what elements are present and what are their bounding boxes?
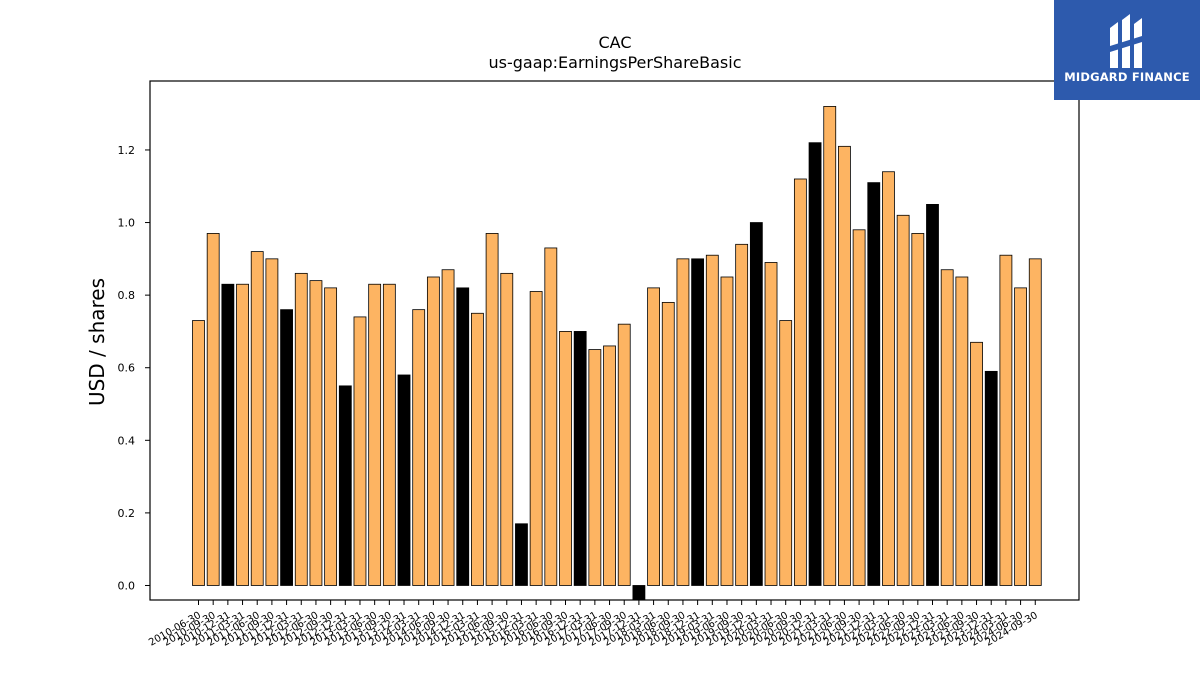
bar-2015-03-31: [471, 312, 484, 586]
bar-2023-06-30: [955, 276, 969, 586]
y-axis: 0.0 0.2 0.4 0.6 0.8 1.0 1.2: [118, 144, 150, 592]
bar-2015-06-30: [485, 233, 499, 586]
bar-2010-09-30: [206, 233, 220, 586]
plot-frame: [149, 80, 1080, 601]
y-tick-label: 1.2: [118, 144, 136, 157]
bar-2019-09-30: [735, 243, 749, 586]
bar-2020-12-31: [808, 142, 822, 586]
bar-2024-06-30: [1014, 287, 1027, 586]
bar-2022-06-30: [896, 214, 910, 586]
bar-2017-03-31: [588, 349, 602, 586]
bar-2012-03-31: [294, 272, 308, 586]
bar-2015-12-31: [515, 523, 528, 586]
bar-2017-09-30: [617, 323, 631, 586]
bar-2013-06-30: [368, 283, 382, 586]
bar-2015-09-30: [500, 272, 514, 586]
bar-2018-06-30: [661, 301, 675, 586]
midgard-logo-icon: [1110, 14, 1142, 68]
bar-2022-12-31: [926, 203, 939, 586]
bar-2018-09-30: [676, 258, 690, 586]
brand-logo: MIDGARD FINANCE: [1054, 0, 1200, 100]
bar-2014-12-31: [456, 287, 470, 586]
bar-2011-06-30: [250, 251, 264, 586]
x-axis: 2010-06-302010-09-302010-12-312011-03-31…: [147, 600, 1040, 649]
chart-title: CAC: [598, 33, 631, 52]
bar-2011-12-31: [280, 309, 293, 586]
bar-2016-12-31: [573, 331, 587, 586]
brand-name: MIDGARD FINANCE: [1064, 70, 1190, 84]
bar-2017-12-31: [632, 585, 646, 601]
bar-2012-12-31: [338, 385, 352, 586]
y-tick-label: 0.6: [118, 362, 136, 375]
bar-2013-09-30: [382, 283, 396, 586]
bar-2010-06-30: [192, 320, 205, 586]
bar-2021-06-30: [838, 145, 851, 586]
bar-2018-03-31: [647, 287, 660, 586]
bar-2013-12-31: [397, 374, 411, 586]
bar-2011-09-30: [265, 258, 279, 586]
bar-2016-06-30: [544, 247, 558, 586]
bar-2010-12-31: [221, 283, 235, 586]
bar-2014-03-31: [412, 309, 426, 586]
bar-2020-03-31: [764, 262, 778, 586]
bar-2019-06-30: [720, 276, 734, 586]
bar-2012-06-30: [309, 280, 323, 586]
bar-2014-09-30: [441, 269, 455, 586]
bar-2018-12-31: [691, 258, 705, 586]
y-tick-label: 0.8: [118, 289, 136, 302]
bar-2023-12-31: [984, 370, 998, 586]
bar-2020-09-30: [793, 178, 807, 586]
y-tick-label: 1.0: [118, 217, 136, 230]
bar-2017-06-30: [603, 345, 616, 586]
bar-2020-06-30: [779, 320, 793, 586]
chart-subtitle: us-gaap:EarningsPerShareBasic: [488, 53, 741, 72]
bar-2021-12-31: [867, 182, 881, 586]
bar-2024-09-30: [1028, 258, 1042, 586]
bar-2021-03-31: [823, 106, 837, 586]
bar-2012-09-30: [324, 287, 338, 586]
bar-2016-09-30: [559, 331, 572, 586]
bar-2019-03-31: [705, 254, 719, 586]
bar-2021-09-30: [852, 229, 866, 586]
y-tick-label: 0.0: [118, 579, 136, 592]
bar-2022-09-30: [911, 233, 925, 586]
y-tick-label: 0.4: [118, 434, 136, 447]
bar-2013-03-31: [353, 316, 367, 586]
y-axis-label: USD / shares: [85, 278, 109, 406]
y-tick-label: 0.2: [118, 507, 136, 520]
bar-2023-03-31: [940, 269, 954, 586]
bar-2019-12-31: [749, 222, 763, 586]
bar-2014-06-30: [426, 276, 440, 586]
bar-2024-03-31: [999, 254, 1013, 586]
bar-2016-03-31: [529, 291, 543, 586]
bar-2011-03-31: [236, 283, 249, 586]
bars-group: [192, 106, 1042, 601]
bar-2022-03-31: [882, 171, 895, 586]
bar-2023-09-30: [970, 341, 983, 586]
